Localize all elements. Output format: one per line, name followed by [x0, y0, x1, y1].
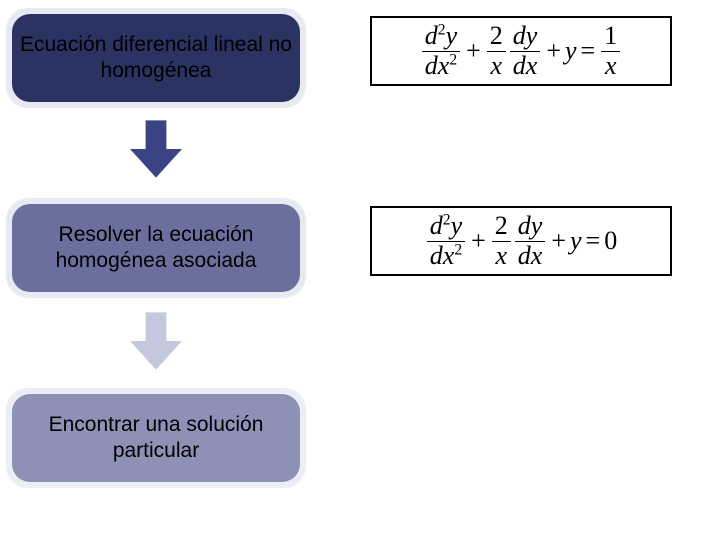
eq1-coef2: 2 x	[487, 22, 506, 80]
eq1-equals: =	[581, 36, 596, 66]
equation-nonhomogeneous: d2y dx2 + 2 x dy dx + y = 1 x	[370, 16, 672, 86]
arrow-down-1	[130, 120, 182, 178]
flow-step-1-label: Ecuación diferencial lineal no homogénea	[18, 32, 294, 85]
arrow-down-icon	[130, 120, 182, 177]
eq1-term3: y	[565, 36, 577, 66]
equation-homogeneous: d2y dx2 + 2 x dy dx + y = 0	[370, 206, 672, 276]
eq1-term1: d2y dx2	[422, 22, 460, 80]
eq1-term2: dy dx	[510, 22, 541, 80]
eq2-op2: +	[551, 226, 566, 256]
flow-step-2: Resolver la ecuación homogénea asociada	[6, 198, 306, 298]
arrow-down-icon	[130, 312, 182, 369]
eq2-rhs: 0	[604, 226, 617, 256]
eq2-term1: d2y dx2	[427, 212, 465, 270]
eq1-op1: +	[466, 36, 481, 66]
eq2-term2: dy dx	[515, 212, 546, 270]
eq2-op1: +	[471, 226, 486, 256]
eq2-equals: =	[586, 226, 601, 256]
eq1-op2: +	[546, 36, 561, 66]
flow-step-3: Encontrar una solución particular	[6, 388, 306, 488]
eq2-coef2: 2 x	[492, 212, 511, 270]
flow-step-3-label: Encontrar una solución particular	[18, 412, 294, 465]
eq2-term3: y	[570, 226, 582, 256]
eq1-rhs: 1 x	[601, 22, 620, 80]
arrow-down-2	[130, 312, 182, 370]
flow-step-1: Ecuación diferencial lineal no homogénea	[6, 8, 306, 108]
flow-step-2-label: Resolver la ecuación homogénea asociada	[18, 222, 294, 275]
